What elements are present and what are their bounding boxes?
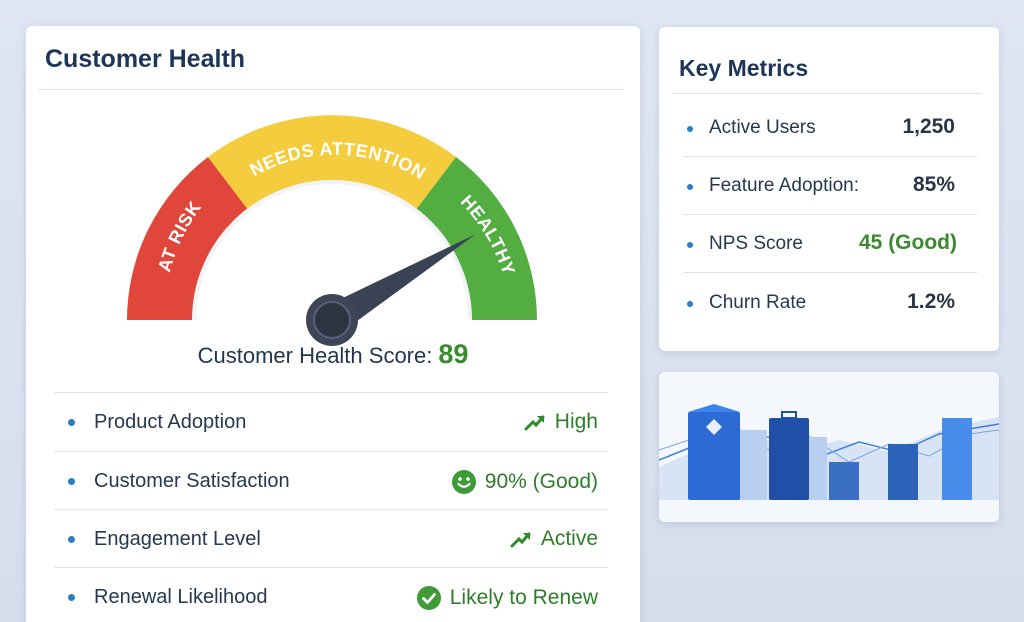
chart-bar-glyph xyxy=(706,419,722,435)
title-divider xyxy=(672,93,982,94)
chart-bar xyxy=(688,412,740,500)
decorative-chart-graphic xyxy=(659,372,999,522)
key-metrics-title: Key Metrics xyxy=(679,55,809,81)
metric-label: Active Users xyxy=(709,117,816,138)
smiley-icon xyxy=(451,470,476,494)
metric-row-nps-score: NPS Score 45 (Good) xyxy=(683,215,977,273)
bullet-icon xyxy=(687,242,693,248)
key-metrics-card: Key Metrics Active Users 1,250 Feature A… xyxy=(659,27,999,351)
chart-bar xyxy=(809,437,827,500)
health-score-label: Customer Health Score: xyxy=(197,343,433,368)
health-score-value: 89 xyxy=(438,339,469,369)
gauge-zone-at-risk xyxy=(127,157,249,320)
health-row-renewal-likelihood: Renewal Likelihood Likely to Renew xyxy=(54,567,608,622)
chart-bar xyxy=(739,430,767,500)
gauge-zone-healthy xyxy=(415,157,537,320)
trend-up-icon xyxy=(524,415,545,431)
bullet-icon xyxy=(687,184,693,190)
trend-up-icon xyxy=(510,532,531,548)
health-row-customer-satisfaction: Customer Satisfaction 90% (Good) xyxy=(54,451,608,509)
gauge-inner-edge xyxy=(192,180,472,321)
chart-baseline xyxy=(659,500,999,522)
health-row-product-adoption: Product Adoption High xyxy=(54,392,608,450)
decorative-chart-card xyxy=(659,372,999,522)
bullet-icon xyxy=(68,536,75,543)
metric-row-churn-rate: Churn Rate 1.2% xyxy=(683,274,977,332)
chart-bar xyxy=(942,418,972,500)
metric-label: Churn Rate xyxy=(709,292,807,313)
row-value-text: Likely to Renew xyxy=(449,586,598,609)
row-label: Engagement Level xyxy=(94,528,261,550)
gauge-needle xyxy=(322,234,476,332)
chart-bar xyxy=(888,444,918,500)
customer-health-title: Customer Health xyxy=(45,45,246,73)
bullet-icon xyxy=(687,301,693,307)
metric-value: 1.2% xyxy=(907,290,955,313)
chart-bar xyxy=(829,462,859,500)
row-value-text: Active xyxy=(540,527,598,550)
metric-value: 45 (Good) xyxy=(859,231,957,254)
gauge-hub-inner xyxy=(313,301,351,339)
chart-bar xyxy=(769,418,809,500)
metric-label: Feature Adoption: xyxy=(709,175,859,196)
row-value-text: High xyxy=(554,410,598,433)
row-value: Active xyxy=(509,527,598,551)
bullet-icon xyxy=(68,478,75,485)
row-value: High xyxy=(523,410,598,434)
metric-value: 85% xyxy=(912,173,955,196)
row-value: Likely to Renew xyxy=(416,585,598,611)
row-label: Product Adoption xyxy=(94,411,247,433)
title-divider xyxy=(38,89,624,90)
health-gauge: AT RISK NEEDS ATTENTION HEALTHY xyxy=(127,115,537,346)
bullet-icon xyxy=(68,419,75,426)
health-row-engagement-level: Engagement Level Active xyxy=(54,509,608,567)
row-label: Customer Satisfaction xyxy=(94,470,290,492)
row-value-text: 90% (Good) xyxy=(484,470,598,493)
chart-bar-cap xyxy=(688,404,740,412)
row-value: 90% (Good) xyxy=(451,469,598,495)
gauge-zone-needs-attention xyxy=(208,115,456,211)
row-label: Renewal Likelihood xyxy=(94,586,268,608)
bullet-icon xyxy=(687,126,693,132)
bullet-icon xyxy=(68,594,75,601)
metric-label: NPS Score xyxy=(709,233,803,254)
metric-row-feature-adoption: Feature Adoption: 85% xyxy=(683,157,977,215)
customer-health-card: Customer Health AT RISK NEEDS ATTENTION … xyxy=(26,26,640,622)
metric-value: 1,250 xyxy=(902,115,955,138)
check-circle-icon xyxy=(416,586,441,610)
metric-row-active-users: Active Users 1,250 xyxy=(683,99,977,157)
health-score-row: Customer Health Score: 89 xyxy=(26,339,640,370)
chart-bar-cap xyxy=(781,411,797,419)
